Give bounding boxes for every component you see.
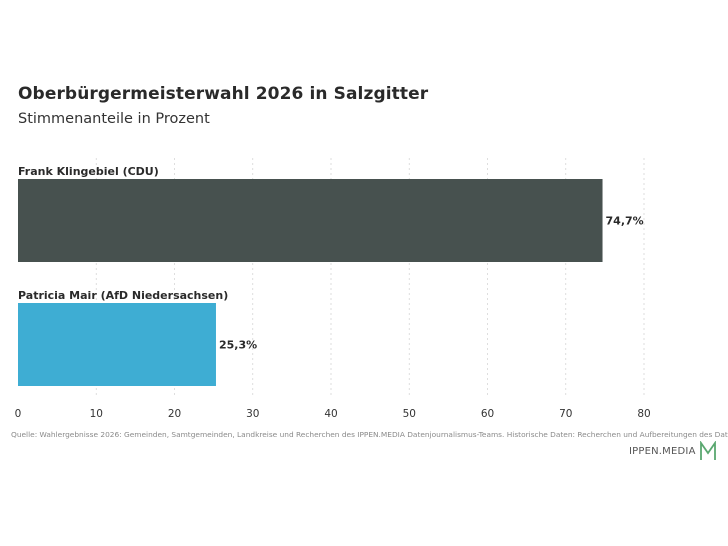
- bar: [18, 179, 603, 262]
- x-tick-label: 20: [168, 408, 181, 420]
- x-tick-label: 40: [324, 408, 337, 420]
- x-tick-label: 0: [15, 408, 22, 420]
- chart-title: Oberbürgermeisterwahl 2026 in Salzgitter: [18, 84, 429, 104]
- chart-subtitle: Stimmenanteile in Prozent: [18, 111, 210, 127]
- category-label: Patricia Mair (AfD Niedersachsen): [18, 289, 228, 302]
- source-note: Quelle: Wahlergebnisse 2026: Gemeinden, …: [11, 430, 728, 439]
- category-label: Frank Klingebiel (CDU): [18, 165, 159, 178]
- logo-text: IPPEN.MEDIA: [629, 445, 696, 457]
- x-tick-label: 60: [481, 408, 494, 420]
- bar-chart: Frank Klingebiel (CDU) 74,7% Patricia Mair…: [15, 158, 651, 420]
- x-tick-label: 80: [637, 408, 650, 420]
- bar-value-label: 74,7%: [606, 215, 644, 228]
- x-tick-label: 70: [559, 408, 572, 420]
- publisher-logo: IPPEN.MEDIA: [629, 441, 717, 461]
- bar-value-label: 25,3%: [219, 339, 257, 352]
- x-tick-label: 30: [246, 408, 259, 420]
- bars: Frank Klingebiel (CDU) 74,7% Patricia Mair…: [18, 165, 644, 386]
- x-tick-label: 10: [90, 408, 103, 420]
- ippen-m-icon: [699, 441, 716, 460]
- x-tick-label: 50: [403, 408, 416, 420]
- x-axis-ticks: 0 10 20 30 40 50 60 70 80: [15, 408, 651, 420]
- bar: [18, 303, 216, 386]
